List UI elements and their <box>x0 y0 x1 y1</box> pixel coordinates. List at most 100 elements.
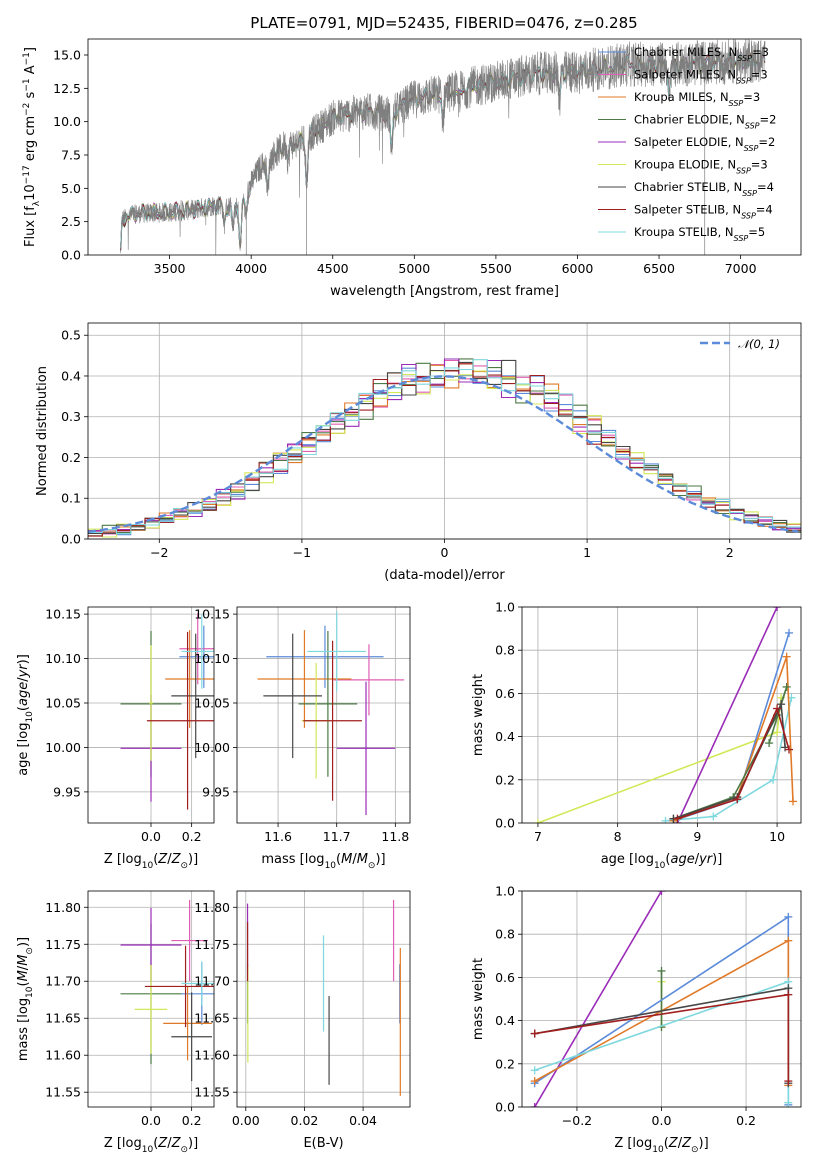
residuals-panel: −2 −1 0 1 2 0.0 0.1 0.2 0.3 0.4 0.5 (data-model)/er… <box>35 322 802 583</box>
y-tick-label: 11.55 <box>194 1085 230 1100</box>
label-part: ( <box>664 1136 669 1151</box>
label-part: ( <box>153 852 158 867</box>
x-axis-label: Z [log10(Z/Z⊙)] <box>104 852 198 871</box>
label-part: M <box>341 852 352 867</box>
x-tick-label: 0.2 <box>736 1113 756 1128</box>
label-part: M <box>357 852 368 867</box>
y-tick-label: 0.4 <box>61 368 81 383</box>
label-part: M <box>16 955 31 966</box>
subscript: 10 <box>142 1145 154 1155</box>
x-tick-label: 8 <box>614 829 622 844</box>
label-part: −17 <box>22 165 32 184</box>
x-axis-label: E(B-V) <box>303 1136 343 1151</box>
label-part: ( <box>665 852 670 867</box>
data-spectrum-line <box>120 39 766 255</box>
subscript: 10 <box>25 711 35 723</box>
legend-label: Kroupa ELODIE, NSSP=3 <box>634 158 768 176</box>
legend-label: Salpeter ELODIE, NSSP=2 <box>634 135 775 153</box>
y-tick-label: 15.0 <box>53 48 81 63</box>
label-part: )] <box>712 852 722 867</box>
y-tick-label: 0.0 <box>495 816 515 831</box>
label-part: 10 <box>23 184 38 201</box>
subscript: ⊙ <box>691 1145 699 1155</box>
subscript: SSP <box>729 99 744 108</box>
subscript: SSP <box>744 144 759 153</box>
weight-line <box>534 891 663 1107</box>
subscript: SSP <box>736 166 751 175</box>
y-axis-label: mass weight <box>471 674 486 756</box>
x-tick-label: 9 <box>693 829 701 844</box>
label-part: erg cm <box>23 116 38 165</box>
x-tick-label: −2 <box>150 545 168 560</box>
x-axis-label: mass [log10(M/M⊙)] <box>261 852 385 871</box>
y-tick-label: 1.0 <box>495 884 515 899</box>
subscript: SSP <box>734 234 749 243</box>
x-tick-label: 4000 <box>235 261 267 276</box>
weight-line <box>665 697 793 822</box>
label-part: Z <box>157 852 168 867</box>
y-tick-label: 1.0 <box>495 600 515 615</box>
x-axis-label: wavelength [Angstrom, rest frame] <box>330 284 559 299</box>
label-part: =3 <box>752 45 769 59</box>
x-tick-label: 0 <box>441 545 449 560</box>
axes-frame <box>87 38 802 256</box>
weight-line <box>677 706 790 820</box>
x-tick-label: 7000 <box>725 261 757 276</box>
x-tick-label: 4500 <box>317 261 349 276</box>
label-part: M <box>16 970 31 981</box>
label-part: =3 <box>743 90 760 104</box>
label-part: )] <box>699 1136 709 1151</box>
y-tick-label: 11.60 <box>194 1048 230 1063</box>
label-part: )] <box>188 852 198 867</box>
label-part: −2 <box>22 103 32 116</box>
label-part: yr <box>698 852 714 867</box>
x-tick-label: 6000 <box>562 261 594 276</box>
label-part: / <box>167 1136 172 1151</box>
x-tick-label: 1 <box>583 545 591 560</box>
normal-curve <box>88 375 799 534</box>
y-tick-label: 10.15 <box>45 607 81 622</box>
y-tick-label: 10.10 <box>194 651 230 666</box>
mass-vs-EBV-panel: 0.00 0.02 0.04 11.55 11.60 11.65 11.70 11.75 11.… <box>194 890 411 1151</box>
y-tick-label: 10.00 <box>194 740 230 755</box>
label-part: age <box>670 852 694 867</box>
label-part: =3 <box>751 68 768 82</box>
label-part: / <box>352 852 357 867</box>
label-part: / <box>678 1136 683 1151</box>
legend-label: Kroupa MILES, NSSP=3 <box>634 90 760 108</box>
y-tick-label: 10.05 <box>45 696 81 711</box>
axes-frame <box>521 606 802 824</box>
legend-label: Chabrier STELIB, NSSP=4 <box>634 180 774 198</box>
legend-label: Chabrier MILES, NSSP=3 <box>634 45 769 63</box>
y-tick-label: 11.70 <box>45 974 81 989</box>
y-tick-label: 10.00 <box>45 740 81 755</box>
label-part: Z <box>171 852 182 867</box>
subscript: ⊙ <box>368 861 376 871</box>
x-tick-label: 2 <box>726 545 734 560</box>
legend-label: Kroupa STELIB, NSSP=5 <box>634 225 765 243</box>
axes-frame <box>236 890 411 1108</box>
age-vs-mass-panel: 11.6 11.7 11.8 9.95 10.00 10.05 10.10 10.15 mass… <box>194 606 411 871</box>
subscript: SSP <box>741 211 756 220</box>
label-part: ( <box>153 1136 158 1151</box>
y-tick-label: 11.70 <box>194 974 230 989</box>
y-tick-label: 7.5 <box>61 148 81 163</box>
x-tick-label: 6500 <box>643 261 675 276</box>
label-part: =3 <box>751 158 768 172</box>
label-part: ] <box>23 47 38 52</box>
y-tick-label: 5.0 <box>61 181 81 196</box>
x-tick-label: 5500 <box>480 261 512 276</box>
subscript: 10 <box>654 861 666 871</box>
x-tick-label: 0.04 <box>349 1113 377 1128</box>
weight-vs-Z-panel: −0.2 0.0 0.2 0.0 0.2 0.4 0.6 0.8 1.0 mass weight Z… <box>471 884 802 1155</box>
subscript: SSP <box>737 54 752 63</box>
mass-vs-Z-panel: 0.0 0.2 11.55 11.60 11.65 11.70 11.75 11.80 Z [l… <box>16 890 215 1155</box>
label-part: yr <box>16 663 31 679</box>
x-tick-label: 11.6 <box>264 829 292 844</box>
y-tick-label: 10.15 <box>194 607 230 622</box>
y-tick-label: 0.8 <box>495 643 515 658</box>
y-tick-label: 0.0 <box>61 248 81 263</box>
spectrum-title: PLATE=0791, MJD=52435, FIBERID=0476, z=0… <box>250 14 637 32</box>
histogram-step <box>88 359 801 535</box>
